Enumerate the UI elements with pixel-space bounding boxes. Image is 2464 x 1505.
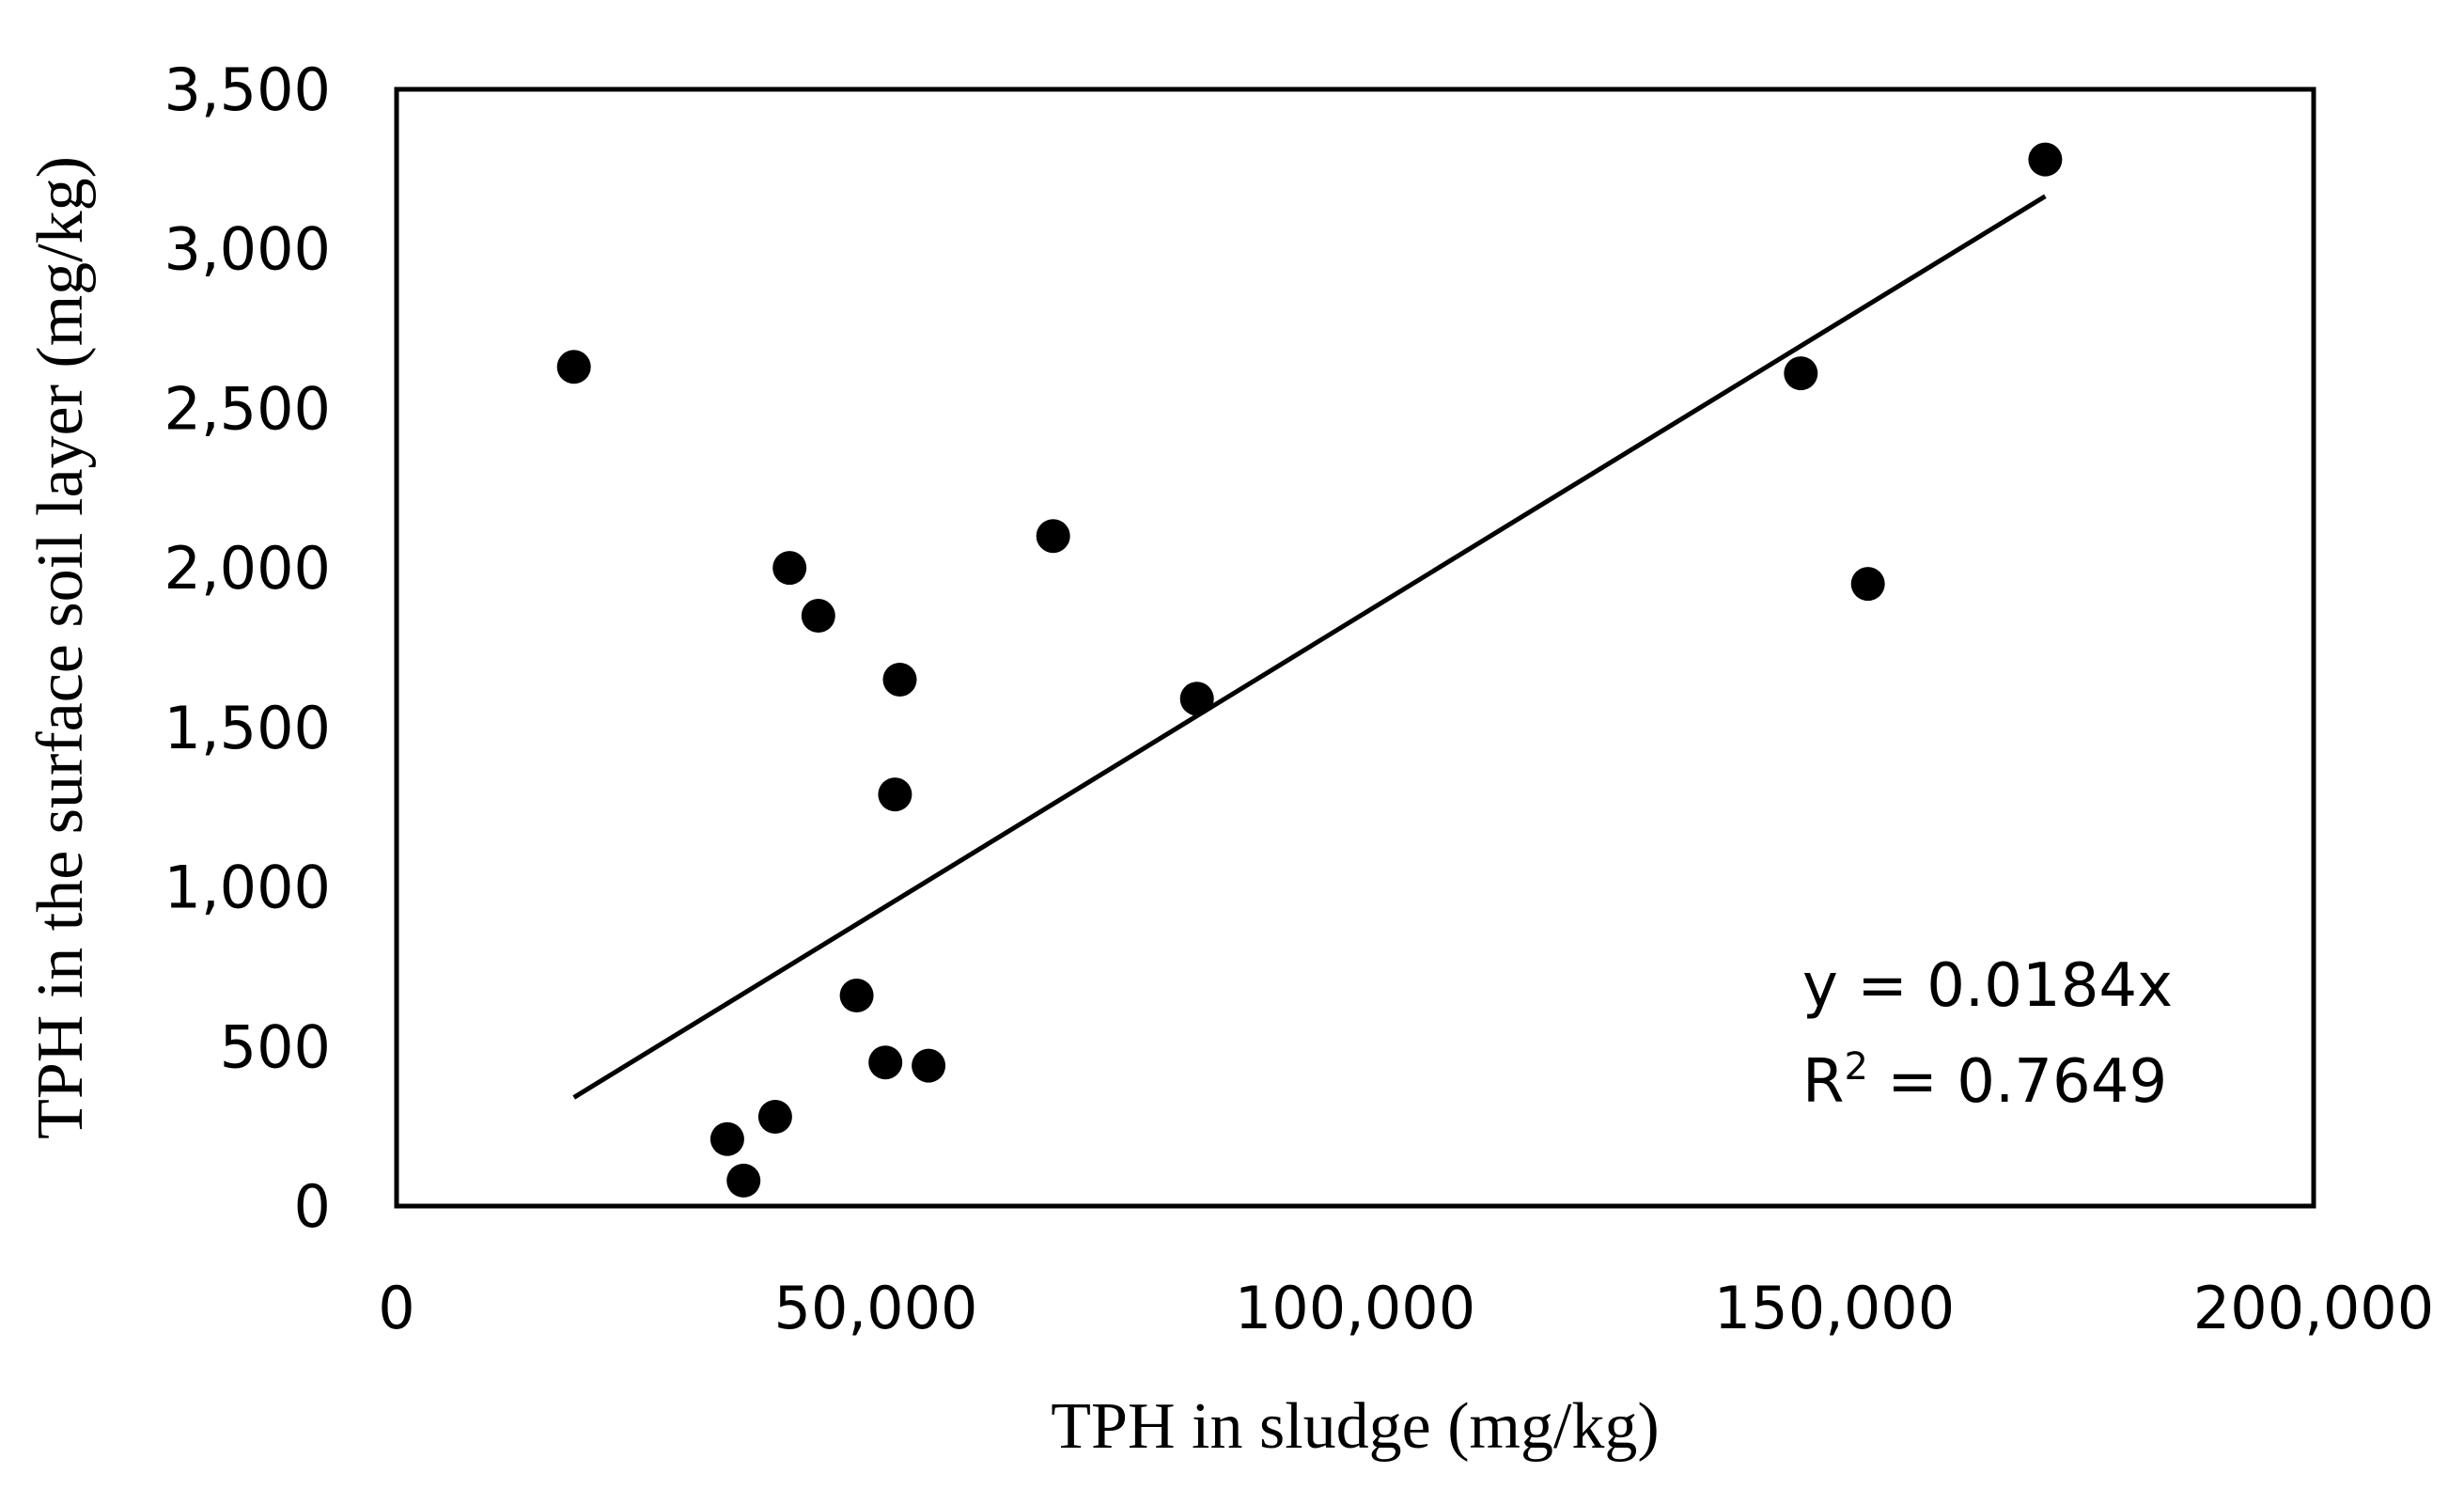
y-tick-label: 0	[294, 1172, 331, 1241]
x-axis-title: TPH in sludge (mg/kg)	[1051, 1390, 1659, 1463]
x-tick-labels: 0 50,000 100,000 150,000 200,000	[378, 1274, 2434, 1342]
data-point	[1850, 567, 1885, 602]
data-point	[868, 1045, 903, 1080]
data-point	[1036, 519, 1070, 554]
y-tick-label: 2,500	[164, 374, 332, 443]
r-squared-label: R2 = 0.7649	[1802, 1045, 2167, 1117]
data-point	[2028, 142, 2063, 177]
y-tick-label: 1,500	[164, 694, 332, 762]
plot-frame	[394, 86, 2316, 1209]
data-point	[878, 777, 912, 812]
data-point	[912, 1048, 946, 1083]
data-point	[726, 1163, 761, 1198]
y-tick-label: 2,000	[164, 534, 332, 603]
x-tick-label: 50,000	[774, 1274, 978, 1342]
data-point	[772, 551, 807, 586]
x-tick-label: 100,000	[1235, 1274, 1475, 1342]
data-point	[839, 978, 874, 1012]
y-axis-title: TPH in the surface soil layer (mg/kg)	[24, 156, 97, 1139]
x-tick-label: 200,000	[2193, 1274, 2434, 1342]
data-point	[801, 599, 835, 634]
r-squared-superscript: 2	[1844, 1045, 1867, 1089]
data-point	[556, 350, 591, 384]
trendline	[572, 194, 2047, 1100]
y-tick-labels: 0 500 1,000 1,500 2,000 2,500 3,000 3,500	[164, 55, 332, 1241]
y-tick-label: 3,500	[164, 55, 332, 124]
x-tick-label: 0	[378, 1274, 414, 1342]
y-tick-label: 3,000	[164, 215, 332, 284]
y-tick-label: 500	[220, 1012, 331, 1081]
data-points	[556, 142, 2063, 1198]
data-point	[757, 1099, 792, 1134]
data-point	[1179, 682, 1214, 716]
data-point	[1784, 356, 1818, 391]
data-point	[882, 662, 917, 697]
r-squared-value: = 0.7649	[1868, 1047, 2167, 1117]
trendline-equation: y = 0.0184x	[1802, 951, 2173, 1021]
y-tick-label: 1,000	[164, 854, 332, 922]
r-squared-symbol: R	[1802, 1047, 1844, 1117]
data-point	[710, 1121, 744, 1156]
x-tick-label: 150,000	[1714, 1274, 1955, 1342]
